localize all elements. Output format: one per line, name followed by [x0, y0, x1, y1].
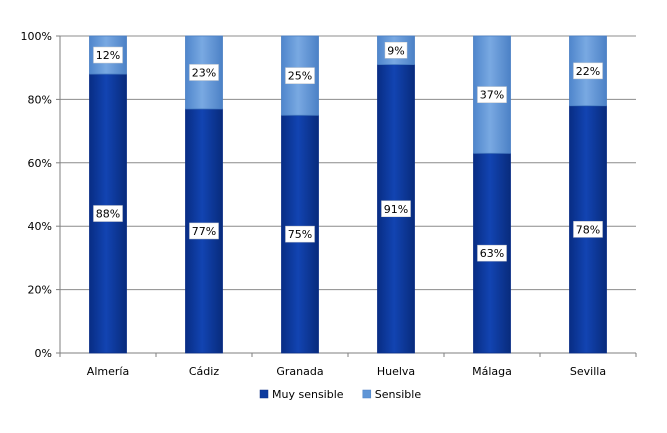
data-label-box — [189, 222, 219, 240]
x-tick-label: Málaga — [472, 365, 512, 378]
legend-swatch — [259, 389, 269, 399]
data-label-box — [381, 200, 411, 218]
data-label: 77% — [192, 225, 216, 238]
data-label-box — [384, 42, 408, 59]
data-label: 75% — [288, 228, 312, 241]
legend-label: Muy sensible — [272, 388, 344, 401]
data-label: 78% — [576, 223, 600, 236]
data-label: 91% — [384, 203, 408, 216]
y-tick-label: 80% — [28, 93, 52, 106]
data-label-box — [477, 86, 507, 103]
data-label: 25% — [288, 70, 312, 83]
x-tick-label: Cádiz — [189, 365, 219, 378]
y-tick-label: 100% — [21, 30, 52, 43]
data-label-box — [573, 221, 603, 238]
data-label: 37% — [480, 89, 504, 102]
x-tick-label: Sevilla — [570, 365, 606, 378]
y-tick-label: 60% — [28, 157, 52, 170]
data-label-box — [477, 244, 507, 262]
data-label-box — [189, 64, 219, 81]
legend: Muy sensible Sensible — [259, 388, 422, 401]
y-tick-label: 0% — [35, 347, 52, 360]
data-label: 23% — [192, 66, 216, 79]
x-tick-label: Huelva — [377, 365, 415, 378]
data-label-box — [285, 225, 315, 243]
legend-label: Sensible — [375, 388, 422, 401]
gridlines — [60, 35, 636, 291]
y-tick-label: 20% — [28, 284, 52, 297]
data-label-box — [573, 62, 603, 80]
data-label: 88% — [96, 208, 120, 221]
data-label-box — [285, 67, 315, 84]
legend-swatch — [362, 389, 372, 399]
data-label-box — [93, 46, 123, 64]
axes: 0% 20% 40% 60% 80% 100% Almería Cádiz Granada Hue… — [21, 30, 637, 378]
x-tick-label: Almería — [87, 365, 129, 378]
data-label: 12% — [96, 49, 120, 62]
data-labels: 88% 12% 77% 23% 75% 25% 91% 9% 63% 37% 78% 22% — [93, 42, 603, 262]
y-tick-label: 40% — [28, 220, 52, 233]
data-label: 63% — [480, 247, 504, 260]
data-label-box — [93, 205, 123, 222]
data-label: 9% — [387, 44, 404, 57]
x-tick-label: Granada — [276, 365, 323, 378]
bars — [89, 35, 607, 354]
data-label: 22% — [576, 65, 600, 78]
